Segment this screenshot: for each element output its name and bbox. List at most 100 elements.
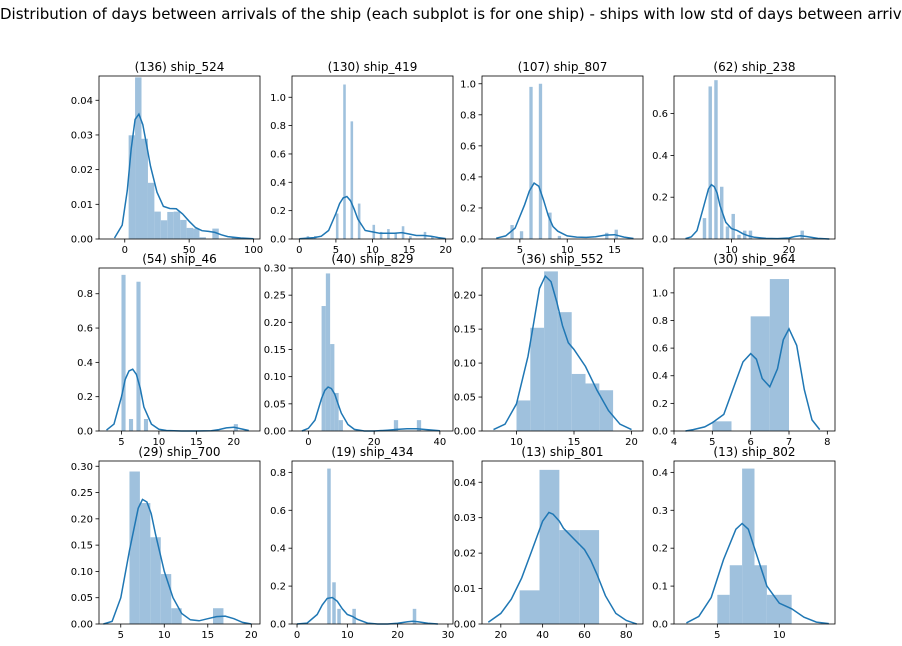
x-tick-label: 15: [190, 437, 203, 448]
x-tick-label: 10: [341, 630, 354, 641]
x-tick-label: 80: [620, 630, 633, 641]
axes-frame: [98, 267, 261, 432]
y-tick-label: 0.0: [270, 235, 286, 246]
x-tick-label: 20: [245, 630, 258, 641]
x-tick-label: 20: [439, 245, 452, 256]
histogram-bar: [199, 237, 206, 239]
y-tick-label: 0.6: [652, 109, 668, 120]
subplot-title: (36) ship_552: [521, 252, 603, 266]
histogram-bar: [332, 582, 336, 624]
y-tick-label: 0.8: [77, 289, 93, 300]
y-tick-label: 1.0: [652, 288, 668, 299]
histogram-bar: [605, 232, 609, 239]
y-tick-label: 0.30: [71, 462, 93, 473]
y-tick-label: 0.25: [264, 291, 286, 302]
y-tick-label: 0.15: [264, 345, 286, 356]
histogram-bars: [519, 469, 600, 624]
histogram-bar: [579, 530, 600, 624]
y-tick-label: 0.00: [71, 235, 93, 246]
histogram-bar: [337, 608, 341, 624]
y-tick-label: 0.2: [270, 206, 286, 217]
histogram-bar: [128, 418, 134, 431]
y-tick-label: 0.30: [264, 264, 286, 275]
histogram-bar: [393, 420, 399, 431]
y-tick-label: 0.2: [652, 399, 668, 410]
axes-frame: [481, 75, 644, 240]
histogram-bar: [557, 312, 572, 431]
y-tick-label: 1.0: [460, 79, 476, 90]
histogram-bar: [748, 230, 753, 239]
y-tick-label: 0.6: [652, 344, 668, 355]
kde-line: [113, 112, 254, 240]
y-tick-label: 0.10: [71, 567, 93, 578]
histogram-bar: [141, 138, 148, 239]
x-tick-label: 20: [494, 630, 507, 641]
histogram-bar: [327, 468, 331, 624]
kde-line: [685, 183, 830, 240]
y-tick-label: 0.8: [652, 316, 668, 327]
y-tick-label: 0.6: [270, 149, 286, 160]
histogram-bar: [539, 469, 560, 624]
histogram-bars: [321, 273, 422, 431]
kde-line: [685, 327, 821, 432]
histogram-bars: [717, 468, 792, 624]
histogram-bars: [712, 279, 789, 431]
y-tick-label: 0.2: [652, 193, 668, 204]
x-tick-label: 10: [773, 630, 786, 641]
histogram-bar: [519, 231, 524, 239]
y-tick-label: 0.15: [454, 325, 476, 336]
y-tick-label: 0.04: [71, 96, 93, 107]
subplot-title: (30) ship_964: [713, 252, 795, 266]
x-tick-label: 0: [296, 245, 302, 256]
x-tick-label: 10: [561, 245, 574, 256]
y-tick-label: 0.10: [264, 372, 286, 383]
x-tick-label: 15: [403, 245, 416, 256]
histogram-bar: [173, 211, 181, 239]
subplot-title: (107) ship_807: [518, 60, 608, 74]
histogram-bar: [729, 565, 743, 624]
y-tick-label: 0.4: [270, 544, 286, 555]
subplot: (107) ship_807 5 10 15 0.0 0.2 0.4 0.6 0.8 1.0: [460, 60, 644, 256]
subplot-title: (130) ship_419: [328, 60, 418, 74]
y-tick-label: 0.6: [270, 506, 286, 517]
histogram-bar: [585, 383, 600, 431]
subplot-title: (136) ship_524: [135, 60, 225, 74]
x-tick-label: 0: [305, 437, 311, 448]
histogram-bar: [516, 400, 531, 431]
histogram-bar: [160, 574, 172, 624]
y-tick-label: 0.00: [71, 620, 93, 631]
histogram-bar: [160, 220, 168, 239]
histogram-bar: [379, 231, 383, 239]
kde-line: [487, 511, 637, 625]
histogram-bar: [731, 213, 735, 239]
axes-frame: [481, 267, 644, 432]
x-tick-label: 5: [118, 630, 124, 641]
y-tick-label: 0.4: [460, 172, 476, 183]
subplot: (13) ship_801 20 40 60 80 0.00 0.01 0.02 0.03 0.0…: [454, 445, 644, 641]
kde-line: [493, 274, 632, 431]
histogram-bars: [510, 83, 618, 239]
y-tick-label: 0.15: [71, 541, 93, 552]
x-tick-label: 0: [122, 245, 128, 256]
x-tick-label: 5: [333, 245, 339, 256]
subplot: (54) ship_46 5 10 15 20 0.0 0.2 0.4 0.6 0.8: [77, 252, 261, 448]
y-tick-label: 0.4: [270, 178, 286, 189]
y-tick-label: 0.2: [460, 203, 476, 214]
y-tick-label: 0.20: [454, 291, 476, 302]
histogram-bar: [431, 236, 434, 239]
y-tick-label: 0.4: [652, 468, 668, 479]
x-tick-label: 10: [366, 245, 379, 256]
axes-frame: [291, 267, 454, 432]
histogram-bar: [193, 228, 200, 239]
histogram-bar: [139, 503, 151, 624]
subplot: (29) ship_700 5 10 15 20 0.00 0.05 0.10 0.15 0.20…: [71, 445, 261, 641]
x-tick-label: 5: [714, 630, 720, 641]
histogram-bars: [516, 271, 614, 431]
histogram-bar: [800, 230, 804, 239]
histogram-bar: [167, 211, 174, 239]
axes-frame: [291, 460, 454, 625]
y-tick-label: 0.04: [454, 478, 476, 489]
y-tick-label: 0.05: [71, 593, 93, 604]
axes-frame: [481, 460, 644, 625]
